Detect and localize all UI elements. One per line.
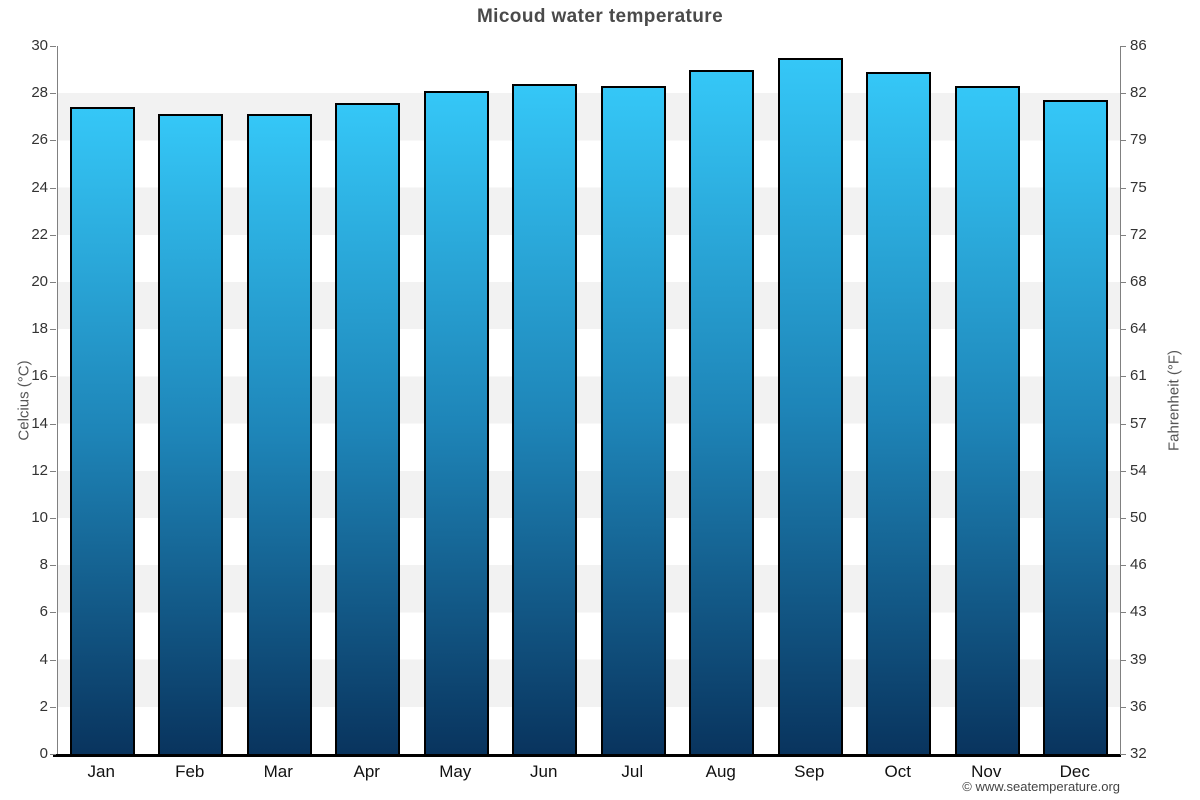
fahrenheit-tick-mark (1120, 46, 1126, 47)
celsius-tick-24: 24 (31, 178, 48, 196)
month-label-dec: Dec (1059, 762, 1090, 781)
celsius-tick-4: 4 (39, 650, 48, 668)
fahrenheit-tick-72: 72 (1130, 225, 1147, 243)
celsius-tick-10: 10 (31, 509, 48, 526)
fahrenheit-tick-mark (1120, 423, 1126, 425)
month-label-nov: Nov (971, 762, 1002, 781)
celsius-tick-mark (50, 93, 56, 95)
copyright-credit: © www.seatemperature.org (962, 779, 1120, 794)
month-label-oct: Oct (884, 762, 911, 781)
fahrenheit-tick-mark (1120, 706, 1126, 708)
fahrenheit-axis-title: Fahrenheit (°F) (1165, 349, 1183, 452)
celsius-tick-mark (50, 140, 56, 142)
celsius-tick-mark (50, 376, 56, 378)
fahrenheit-tick-68: 68 (1130, 273, 1147, 290)
celsius-tick-18: 18 (31, 320, 48, 338)
celsius-tick-mark (50, 46, 56, 47)
celsius-tick-mark (50, 329, 56, 331)
celsius-tick-2: 2 (39, 697, 48, 715)
celsius-tick-22: 22 (31, 225, 48, 243)
bar-aug[interactable] (689, 69, 755, 754)
month-label-mar: Mar (263, 762, 293, 781)
month-label-jul: Jul (621, 762, 644, 781)
fahrenheit-tick-mark (1120, 659, 1126, 661)
celsius-tick-mark (50, 470, 56, 472)
month-label-aug: Aug (705, 762, 736, 781)
celsius-tick-mark (50, 565, 56, 567)
celsius-tick-mark (50, 518, 56, 519)
bar-nov[interactable] (954, 86, 1020, 754)
fahrenheit-tick-86: 86 (1130, 37, 1147, 54)
bar-jun[interactable] (512, 83, 578, 754)
month-label-jan: Jan (87, 762, 115, 781)
bar-mar[interactable] (246, 114, 312, 754)
month-label-sep: Sep (794, 762, 825, 781)
fahrenheit-tick-57: 57 (1130, 414, 1147, 432)
fahrenheit-tick-36: 36 (1130, 697, 1147, 715)
celsius-tick-20: 20 (31, 273, 48, 290)
fahrenheit-tick-mark (1120, 565, 1126, 567)
month-label-jun: Jun (530, 762, 558, 781)
month-label-feb: Feb (175, 762, 205, 781)
fahrenheit-tick-75: 75 (1130, 178, 1147, 196)
fahrenheit-tick-mark (1120, 470, 1126, 472)
fahrenheit-tick-79: 79 (1130, 131, 1147, 149)
bar-may[interactable] (423, 90, 489, 754)
fahrenheit-tick-43: 43 (1130, 603, 1147, 621)
bar-feb[interactable] (158, 114, 224, 754)
celsius-tick-mark (50, 282, 56, 283)
fahrenheit-tick-mark (1120, 376, 1126, 378)
fahrenheit-tick-64: 64 (1130, 320, 1147, 338)
fahrenheit-tick-mark (1120, 518, 1126, 519)
month-label-apr: Apr (353, 762, 380, 781)
celsius-tick-mark (50, 659, 56, 661)
celsius-tick-14: 14 (31, 414, 48, 432)
month-label-may: May (439, 762, 472, 781)
fahrenheit-tick-mark (1120, 93, 1126, 95)
celsius-tick-28: 28 (31, 84, 48, 102)
fahrenheit-tick-50: 50 (1130, 509, 1147, 526)
celsius-tick-mark (50, 423, 56, 425)
fahrenheit-tick-mark (1120, 140, 1126, 142)
bar-sep[interactable] (777, 57, 843, 754)
fahrenheit-tick-82: 82 (1130, 84, 1147, 102)
bar-jan[interactable] (69, 107, 135, 754)
chart-title: Micoud water temperature (476, 6, 724, 27)
celsius-tick-26: 26 (31, 131, 48, 149)
fahrenheit-tick-61: 61 (1130, 367, 1147, 385)
bar-oct[interactable] (866, 71, 932, 754)
fahrenheit-tick-54: 54 (1130, 461, 1147, 479)
celsius-tick-mark (50, 234, 56, 236)
fahrenheit-tick-mark (1120, 282, 1126, 283)
fahrenheit-tick-mark (1120, 187, 1126, 189)
bar-dec[interactable] (1043, 100, 1109, 754)
plot-area (57, 46, 1121, 754)
celsius-axis-title: Celcius (°C) (15, 360, 33, 441)
fahrenheit-tick-mark (1120, 234, 1126, 236)
celsius-tick-30: 30 (31, 37, 48, 54)
fahrenheit-tick-mark (1120, 754, 1126, 755)
bar-apr[interactable] (335, 102, 401, 754)
celsius-tick-mark (50, 706, 56, 708)
fahrenheit-tick-mark (1120, 612, 1126, 614)
celsius-tick-mark (50, 612, 56, 614)
fahrenheit-tick-mark (1120, 329, 1126, 331)
bar-jul[interactable] (600, 86, 666, 754)
celsius-tick-0: 0 (39, 745, 48, 762)
celsius-tick-mark (50, 187, 56, 189)
fahrenheit-tick-39: 39 (1130, 650, 1147, 668)
celsius-tick-6: 6 (39, 603, 48, 621)
fahrenheit-tick-46: 46 (1130, 556, 1147, 574)
x-axis-baseline (53, 754, 1121, 757)
celsius-tick-8: 8 (39, 556, 48, 574)
celsius-tick-12: 12 (31, 461, 48, 479)
celsius-tick-16: 16 (31, 367, 48, 385)
fahrenheit-tick-32: 32 (1130, 745, 1147, 762)
celsius-tick-mark (50, 754, 56, 755)
